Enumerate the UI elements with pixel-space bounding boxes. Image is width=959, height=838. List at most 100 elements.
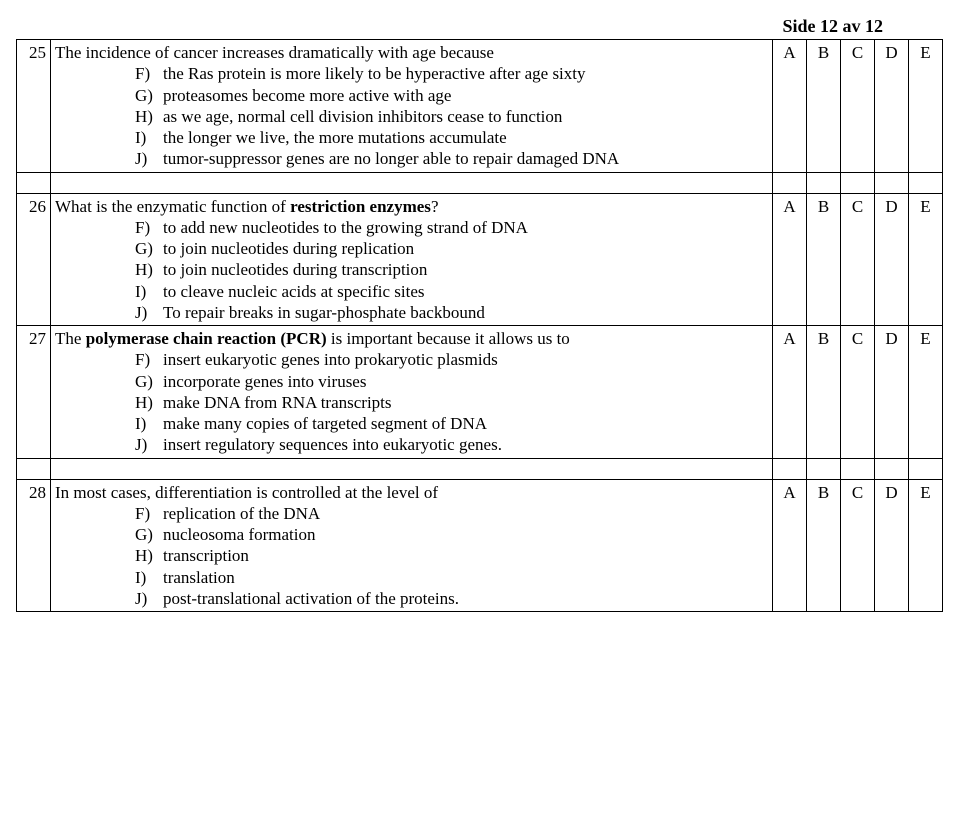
option-text: replication of the DNA [163, 503, 320, 524]
option-text: insert regulatory sequences into eukaryo… [163, 434, 502, 455]
option: H)transcription [135, 545, 768, 566]
table-row: 28 In most cases, differentiation is con… [17, 479, 943, 612]
answer-cell[interactable]: B [807, 40, 841, 173]
option-letter: G) [135, 85, 163, 106]
option-text: post-translational activation of the pro… [163, 588, 459, 609]
question-number: 25 [17, 40, 51, 173]
options-list: F)the Ras protein is more likely to be h… [55, 63, 768, 169]
option-text: insert eukaryotic genes into prokaryotic… [163, 349, 498, 370]
option-letter: F) [135, 217, 163, 238]
option-text: To repair breaks in sugar-phosphate back… [163, 302, 485, 323]
answer-cell[interactable]: E [909, 193, 943, 326]
options-list: F)insert eukaryotic genes into prokaryot… [55, 349, 768, 455]
question-stem: In most cases, differentiation is contro… [55, 483, 438, 502]
separator-row [17, 458, 943, 479]
option: I)to cleave nucleic acids at specific si… [135, 281, 768, 302]
answer-cell[interactable]: B [807, 326, 841, 459]
question-stem-pre: The [55, 329, 86, 348]
option-letter: H) [135, 259, 163, 280]
answer-cell[interactable]: A [773, 193, 807, 326]
question-stem-post: is important because it allows us to [327, 329, 570, 348]
option-text: nucleosoma formation [163, 524, 316, 545]
option-text: tumor-suppressor genes are no longer abl… [163, 148, 619, 169]
option: F)the Ras protein is more likely to be h… [135, 63, 768, 84]
answer-cell[interactable]: B [807, 193, 841, 326]
option: H)as we age, normal cell division inhibi… [135, 106, 768, 127]
question-number: 26 [17, 193, 51, 326]
option: G)proteasomes become more active with ag… [135, 85, 768, 106]
option: F)insert eukaryotic genes into prokaryot… [135, 349, 768, 370]
answer-cell[interactable]: D [875, 326, 909, 459]
option-letter: J) [135, 434, 163, 455]
separator-row [17, 172, 943, 193]
answer-cell[interactable]: B [807, 479, 841, 612]
option-text: to cleave nucleic acids at specific site… [163, 281, 425, 302]
option-text: to join nucleotides during transcription [163, 259, 427, 280]
option-letter: H) [135, 106, 163, 127]
answer-cell[interactable]: E [909, 326, 943, 459]
option-text: make many copies of targeted segment of … [163, 413, 487, 434]
option-letter: F) [135, 63, 163, 84]
option: G)incorporate genes into viruses [135, 371, 768, 392]
option-text: transcription [163, 545, 249, 566]
table-row: 27 The polymerase chain reaction (PCR) i… [17, 326, 943, 459]
option-letter: F) [135, 349, 163, 370]
answer-cell[interactable]: A [773, 479, 807, 612]
question-stem-term: polymerase chain reaction (PCR) [86, 329, 327, 348]
option-text: to add new nucleotides to the growing st… [163, 217, 528, 238]
option: F)replication of the DNA [135, 503, 768, 524]
quiz-table: 25 The incidence of cancer increases dra… [16, 39, 943, 612]
option: I)the longer we live, the more mutations… [135, 127, 768, 148]
option-text: the longer we live, the more mutations a… [163, 127, 507, 148]
option-letter: I) [135, 567, 163, 588]
question-stem-term: restriction enzymes [290, 197, 431, 216]
question-stem: The incidence of cancer increases dramat… [55, 43, 494, 62]
answer-cell[interactable]: A [773, 326, 807, 459]
option-letter: F) [135, 503, 163, 524]
option-letter: I) [135, 413, 163, 434]
option-letter: G) [135, 371, 163, 392]
table-row: 25 The incidence of cancer increases dra… [17, 40, 943, 173]
option: J)post-translational activation of the p… [135, 588, 768, 609]
question-stem-pre: What is the enzymatic function of [55, 197, 290, 216]
option: J)To repair breaks in sugar-phosphate ba… [135, 302, 768, 323]
option-text: incorporate genes into viruses [163, 371, 366, 392]
answer-cell[interactable]: D [875, 479, 909, 612]
option-letter: J) [135, 588, 163, 609]
options-list: F)replication of the DNA G)nucleosoma fo… [55, 503, 768, 609]
answer-cell[interactable]: C [841, 479, 875, 612]
option-letter: I) [135, 127, 163, 148]
answer-cell[interactable]: A [773, 40, 807, 173]
option: H)to join nucleotides during transcripti… [135, 259, 768, 280]
option: G)to join nucleotides during replication [135, 238, 768, 259]
answer-cell[interactable]: C [841, 193, 875, 326]
option: F)to add new nucleotides to the growing … [135, 217, 768, 238]
question-number: 28 [17, 479, 51, 612]
option: G)nucleosoma formation [135, 524, 768, 545]
answer-cell[interactable]: D [875, 40, 909, 173]
option: J)tumor-suppressor genes are no longer a… [135, 148, 768, 169]
option-text: the Ras protein is more likely to be hyp… [163, 63, 586, 84]
option-letter: I) [135, 281, 163, 302]
option-text: to join nucleotides during replication [163, 238, 414, 259]
option: J)insert regulatory sequences into eukar… [135, 434, 768, 455]
option-text: translation [163, 567, 235, 588]
options-list: F)to add new nucleotides to the growing … [55, 217, 768, 323]
option-letter: J) [135, 148, 163, 169]
question-body: What is the enzymatic function of restri… [51, 193, 773, 326]
question-number: 27 [17, 326, 51, 459]
answer-cell[interactable]: E [909, 40, 943, 173]
option-text: as we age, normal cell division inhibito… [163, 106, 562, 127]
question-stem-post: ? [431, 197, 439, 216]
option-text: proteasomes become more active with age [163, 85, 451, 106]
option-letter: H) [135, 545, 163, 566]
answer-cell[interactable]: C [841, 40, 875, 173]
answer-cell[interactable]: C [841, 326, 875, 459]
question-body: The polymerase chain reaction (PCR) is i… [51, 326, 773, 459]
option: H)make DNA from RNA transcripts [135, 392, 768, 413]
option-letter: J) [135, 302, 163, 323]
answer-cell[interactable]: D [875, 193, 909, 326]
question-body: In most cases, differentiation is contro… [51, 479, 773, 612]
answer-cell[interactable]: E [909, 479, 943, 612]
option: I)translation [135, 567, 768, 588]
